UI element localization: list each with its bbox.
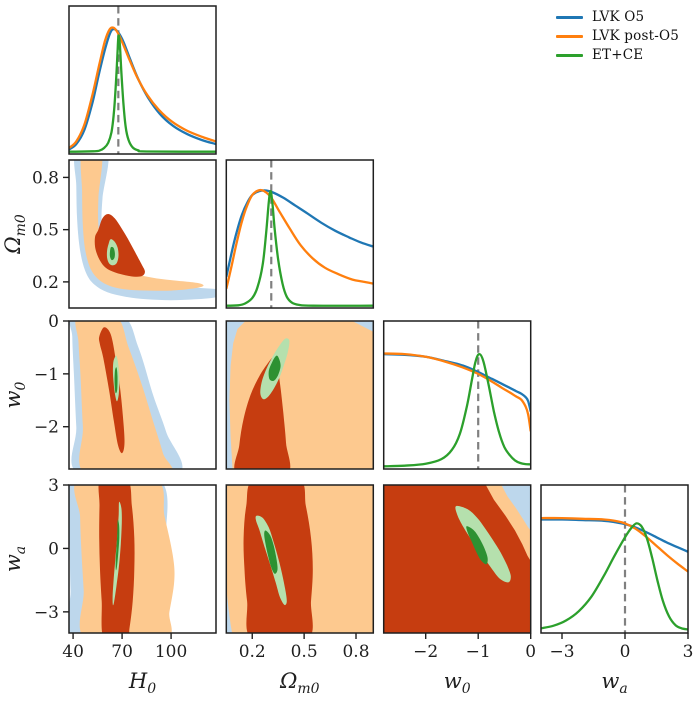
legend-label: LVK O5 <box>592 9 645 25</box>
panel-border <box>225 159 375 309</box>
y-tick-label-Om0: 0.5 <box>32 221 59 241</box>
contour-ET+CE-inner <box>466 526 488 565</box>
contour-LVK-post-O5-inner <box>94 214 145 277</box>
axis-ticks-and-labels: 40 70 100 H0 0.2 0.5 0.8 Ωm0 −2 −1 0 w0 −3 0 3 wa 0.2 0.5… <box>1 168 693 697</box>
x-tick-label-H0: 70 <box>111 642 133 662</box>
panel-Om0-vs-H0 <box>74 160 216 301</box>
x-tick-label-H0: 100 <box>155 642 187 662</box>
panel-border <box>225 320 375 470</box>
y-tick-label-wa: −3 <box>34 603 59 623</box>
y-tick-label-w0: −2 <box>34 418 59 438</box>
y-tick-label-w0: −1 <box>34 365 59 385</box>
contour-ET+CE-inner <box>115 519 120 571</box>
contour-LVK-post-O5-outer <box>75 321 173 469</box>
panel-border <box>68 5 217 155</box>
x-tick-label-Om0: 0.5 <box>291 642 318 662</box>
curve-LVK-post-O5 <box>69 26 216 149</box>
y-axis-label-wa: wa <box>1 546 29 572</box>
y-tick-label-w0: 0 <box>48 312 59 332</box>
legend-item-et-ce: ET+CE <box>556 47 679 63</box>
curve-LVK-post-O5 <box>226 188 374 290</box>
x-tick-label-Om0: 0.8 <box>342 642 369 662</box>
panel-w0-vs-Om0 <box>226 321 374 469</box>
y-tick-label-Om0: 0.8 <box>32 168 59 188</box>
contour-ET+CE-outer <box>455 505 511 583</box>
contour-LVK-post-O5-inner <box>98 327 125 454</box>
x-axis-label-H0: H0 <box>128 669 156 697</box>
x-tick-label-w0: 0 <box>525 642 536 662</box>
marginal-wa <box>541 485 688 633</box>
x-axis-label-Om0: Ωm0 <box>279 669 320 697</box>
x-tick-label-H0: 40 <box>62 642 84 662</box>
panel-w0-vs-H0 <box>69 321 183 469</box>
panel-border <box>68 159 217 309</box>
curve-ET+CE <box>226 190 374 307</box>
x-tick-label-wa: 3 <box>683 642 694 662</box>
y-tick-label-wa: 0 <box>48 539 59 559</box>
y-tick-label-wa: 3 <box>48 476 59 496</box>
legend-line-swatch-blue <box>556 15 583 19</box>
contour-ET+CE-inner <box>109 246 115 261</box>
panel-border <box>382 320 532 470</box>
contour-ET+CE-inner <box>114 367 118 394</box>
x-tick-label-Om0: 0.2 <box>239 642 266 662</box>
legend-line-swatch-orange <box>556 34 583 38</box>
curve-LVK-post-O5 <box>383 352 531 432</box>
x-tick-label-w0: −2 <box>413 642 438 662</box>
curve-ET+CE <box>541 522 688 631</box>
contour-LVK-post-O5-inner <box>234 357 291 469</box>
y-axis-label-w0: w0 <box>1 381 29 408</box>
panel-wa-vs-Om0 <box>226 485 374 633</box>
x-tick-label-wa: −3 <box>549 642 574 662</box>
x-axis-label-w0: w0 <box>444 669 471 697</box>
legend-label: LVK post-O5 <box>592 28 680 44</box>
panel-border <box>68 484 217 634</box>
panel-wa-vs-H0 <box>69 485 175 633</box>
curve-LVK-O5 <box>541 518 688 553</box>
curve-LVK-O5 <box>383 352 531 412</box>
panel-border <box>68 320 217 470</box>
x-tick-label-w0: −1 <box>466 642 491 662</box>
y-axis-label-Om0: Ωm0 <box>1 214 29 255</box>
panel-border <box>225 484 375 634</box>
marginal-w0 <box>383 321 531 469</box>
curve-LVK-post-O5 <box>541 516 688 573</box>
legend-item-lvk-o5: LVK O5 <box>556 9 679 25</box>
marginal-Om0 <box>226 160 374 308</box>
x-axis-label-wa: wa <box>601 669 627 697</box>
y-tick-label-Om0: 0.2 <box>32 273 59 293</box>
marginal-H0 <box>69 6 216 154</box>
contour-LVK-post-O5-outer <box>80 160 204 291</box>
contour-ET+CE-inner <box>268 355 281 381</box>
legend-line-swatch-green <box>556 53 583 57</box>
curve-LVK-O5 <box>226 189 374 278</box>
panel-border <box>540 484 689 634</box>
contour-LVK-post-O5-inner <box>383 485 531 633</box>
legend-label: ET+CE <box>592 47 644 63</box>
legend-item-lvk-post-o5: LVK post-O5 <box>556 28 680 44</box>
panel-wa-vs-w0 <box>383 485 531 633</box>
curve-ET+CE <box>383 352 531 468</box>
legend: LVK O5 LVK post-O5 ET+CE <box>556 9 680 63</box>
contour-ET+CE-inner <box>264 530 278 574</box>
curve-ET+CE <box>69 34 216 153</box>
x-tick-label-wa: 0 <box>620 642 631 662</box>
panel-border <box>382 484 532 634</box>
